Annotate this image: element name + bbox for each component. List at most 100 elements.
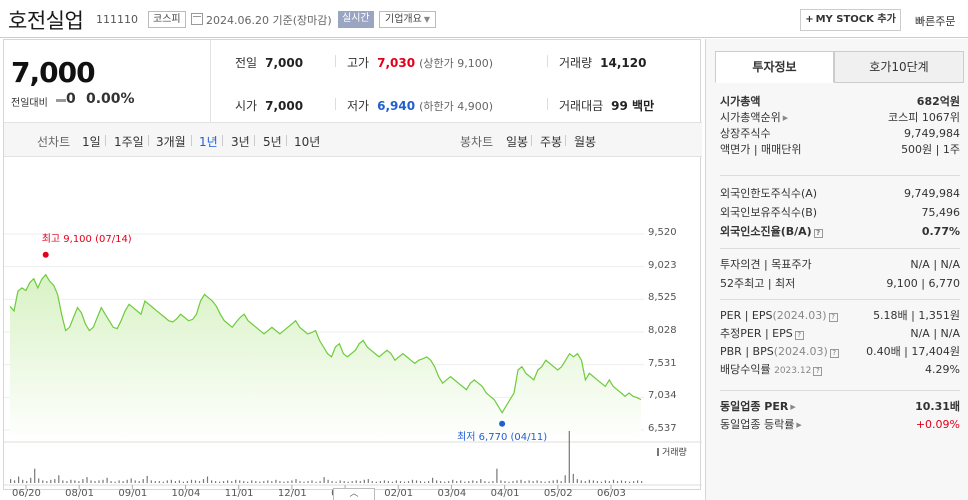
candle-daily[interactable]: 일봉 (506, 135, 529, 149)
main-panel: 7,000 전일대비 0 0.00% 전일 7,000 고가 7,030 (상한가 9… (3, 39, 702, 499)
pbr-label: PBR | BPS (720, 345, 774, 358)
volume-bar (34, 468, 36, 483)
info-row-dividend: 배당수익률 2023.12? 4.29% (720, 361, 960, 379)
quick-order-link[interactable]: 빠른주문 (915, 15, 956, 28)
current-price: 7,000 (11, 56, 96, 89)
lower-limit: (하한가 4,900) (419, 100, 493, 113)
volume-bar (54, 479, 56, 483)
volume-bar (504, 481, 506, 483)
info-divider (720, 175, 960, 176)
help-icon[interactable]: ? (813, 229, 823, 238)
volume-bar (371, 481, 373, 483)
volume-bar (10, 479, 12, 483)
mystock-add-button[interactable]: + MY STOCK 추가 (800, 9, 901, 31)
period-3y[interactable]: 3년 (231, 135, 250, 149)
volume-bar (279, 481, 281, 483)
help-icon[interactable]: ? (829, 349, 839, 358)
ind-chg-label-wrap[interactable]: 동일업종 등락률 ▶ (720, 416, 802, 434)
volume-bar (42, 480, 44, 483)
foreign-limit-value: 9,749,984 (904, 187, 960, 200)
volume-bar (174, 481, 176, 483)
volume-bar (620, 480, 623, 483)
quote-prev: 전일 7,000 (235, 54, 303, 71)
period-3m[interactable]: 3개월 (156, 135, 186, 149)
volume-bar (624, 481, 627, 483)
volume-bar (50, 479, 52, 484)
realtime-badge[interactable]: 실시간 (338, 11, 374, 28)
info-row-52w: 52주최고 | 최저 9,100 | 6,770 (720, 274, 960, 293)
candle-weekly[interactable]: 주봉 (540, 135, 563, 149)
volume-bar (239, 480, 241, 483)
x-axis-ticks (25, 485, 612, 489)
div-value: 4.29% (925, 363, 960, 376)
vs-prev-value: 0 (66, 91, 76, 107)
volume-bar (110, 481, 112, 483)
volume-bar (592, 480, 594, 483)
face-label: 액면가 | 매매단위 (720, 143, 802, 156)
chart-collapse-button[interactable]: ︿ (333, 488, 375, 500)
period-5y[interactable]: 5년 (263, 135, 282, 149)
volume-bar (74, 480, 76, 483)
period-1d[interactable]: 1일 (82, 135, 101, 149)
info-row-ind-chg: 동일업종 등락률 ▶ +0.09% (720, 416, 960, 434)
volume-bar (243, 481, 245, 483)
period-sep (565, 135, 566, 146)
volume-bar (628, 481, 631, 483)
volume-bar (339, 480, 341, 483)
help-icon[interactable]: ? (813, 367, 823, 376)
candle-monthly[interactable]: 월봉 (574, 135, 597, 149)
volume-bar (637, 480, 639, 483)
quote-divider (547, 55, 548, 67)
period-1y[interactable]: 1년 (199, 135, 218, 149)
volume-bar (315, 481, 317, 483)
volume-bar (134, 480, 136, 483)
ind-per-label-wrap[interactable]: 동일업종 PER ▶ (720, 398, 796, 416)
tab-invest-info[interactable]: 투자정보 (715, 51, 834, 83)
quote-divider (335, 55, 336, 67)
flat-change-icon (56, 99, 66, 102)
volume-bar (227, 480, 229, 483)
volume-bar (283, 481, 285, 483)
period-sep (286, 135, 287, 146)
opinion-value: N/A | N/A (910, 258, 960, 271)
company-overview-button[interactable]: 기업개요 ▼ (379, 11, 436, 28)
volume-bar (335, 481, 337, 483)
div-date: 2023.12 (774, 366, 812, 376)
volume-bar (327, 479, 329, 484)
quote-divider (335, 98, 336, 110)
ind-per-value: 10.31배 (915, 400, 960, 413)
volume-bar (138, 481, 140, 483)
volume-bar (182, 481, 184, 483)
market-cap-label: 시가총액 (720, 95, 761, 108)
foreign-ratio-label: 외국인소진율(B/A) (720, 225, 812, 238)
y-tick-label: 7,531 (648, 357, 677, 369)
help-icon[interactable]: ? (794, 331, 804, 340)
volume-bar (456, 481, 458, 483)
info-row-face: 액면가 | 매매단위 500원 | 1주 (720, 142, 960, 158)
price-chart[interactable]: 9,520 9,023 8,525 8,028 7,531 7,034 6,537 최고 9… (4, 158, 702, 499)
volume-bar (641, 481, 643, 483)
tab-orderbook[interactable]: 호가10단계 (834, 51, 964, 83)
x-tick-label: 03/04 (437, 488, 467, 499)
pbr-label-wrap: PBR | BPS(2024.03)? (720, 343, 839, 361)
volume-bar (170, 479, 172, 484)
volume-bar (564, 475, 566, 483)
volume-bar (556, 479, 558, 484)
quote-amount-label: 거래대금 (559, 99, 604, 113)
help-icon[interactable]: ? (828, 313, 838, 322)
period-sep (531, 135, 532, 146)
volume-bar (419, 481, 422, 483)
period-1w[interactable]: 1주일 (114, 135, 144, 149)
volume-bar (14, 480, 16, 483)
period-10y[interactable]: 10년 (294, 135, 321, 149)
volume-bar (231, 481, 233, 483)
volume-bar (612, 479, 615, 484)
info-divider (720, 390, 960, 391)
high-annotation: 최고 9,100 (07/14) (41, 233, 132, 245)
volume-bar (552, 480, 554, 483)
quote-amount: 거래대금 99 백만 (559, 97, 654, 114)
per-value: 5.18배 | 1,351원 (873, 309, 960, 322)
quote-prev-label: 전일 (235, 56, 258, 70)
period-sep (148, 135, 149, 146)
cap-rank-label-wrap[interactable]: 시가총액순위 ▶ (720, 110, 788, 126)
